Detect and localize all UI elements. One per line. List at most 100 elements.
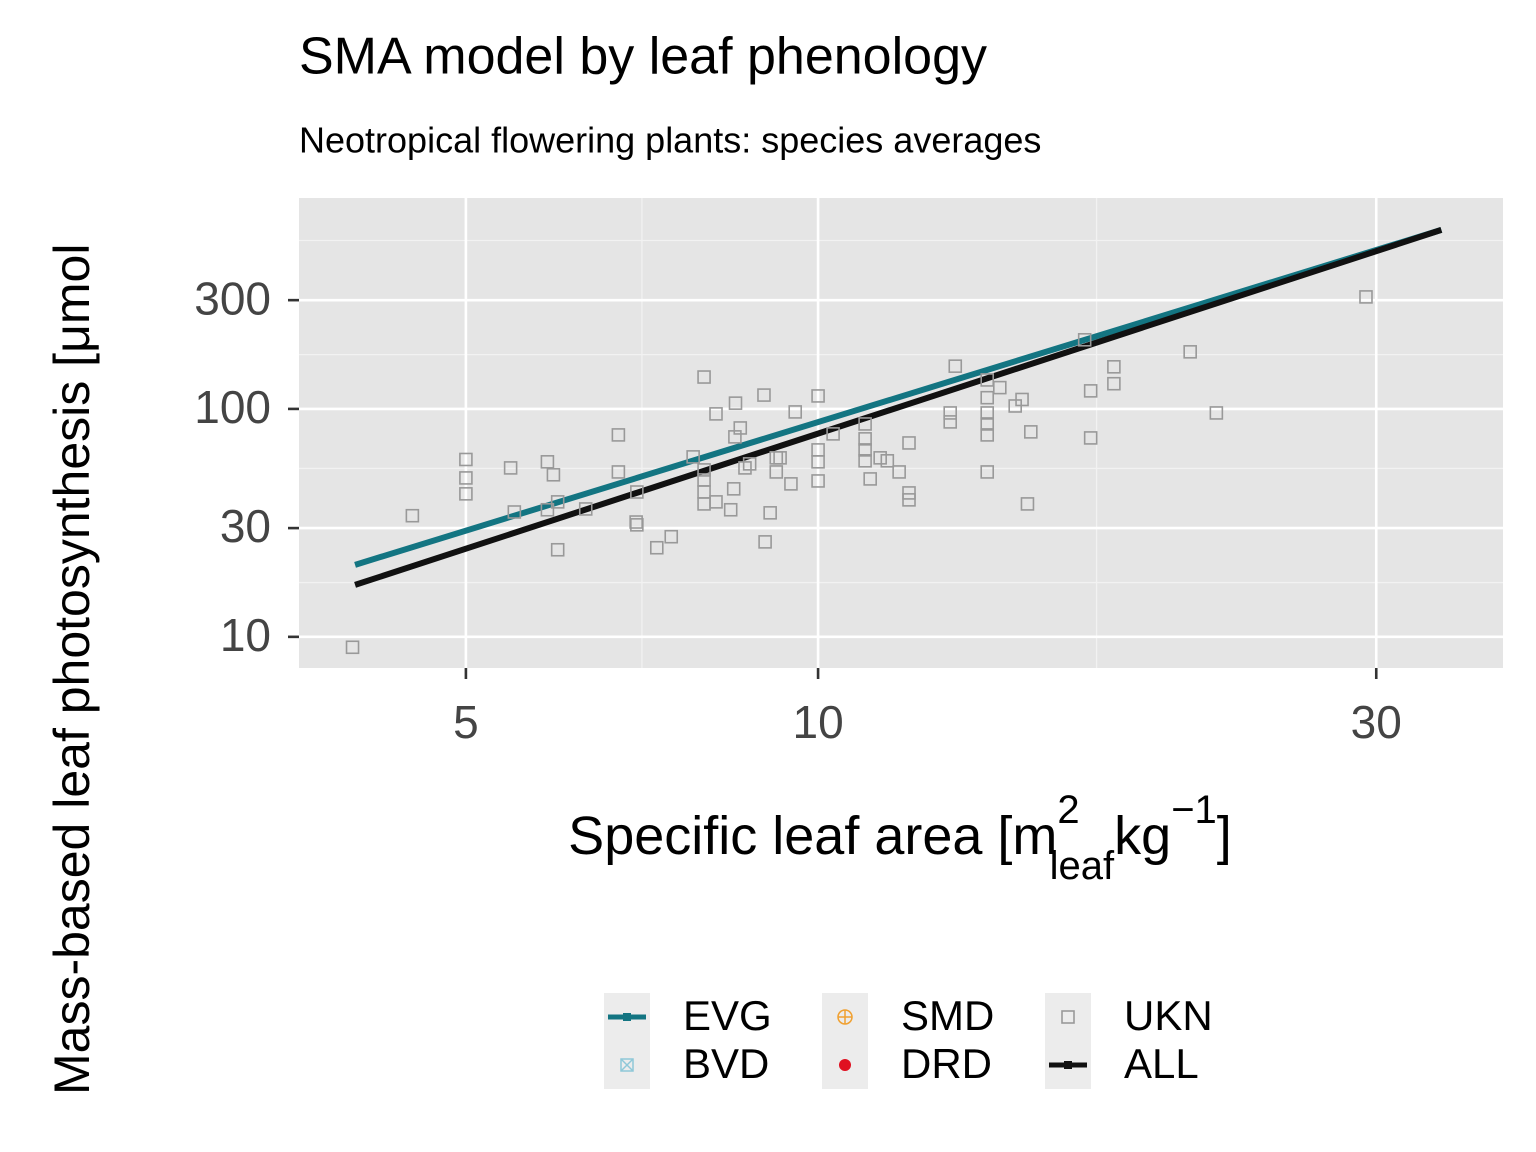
point (784, 477, 798, 491)
point (507, 505, 522, 519)
point (726, 482, 741, 496)
y-tick-label: 10 (220, 609, 271, 661)
x-label-mid: kg (1114, 806, 1171, 866)
point (858, 443, 872, 457)
symbol-part (838, 1010, 852, 1024)
symbol-part (620, 1058, 634, 1072)
legend-line-marker (1064, 1061, 1072, 1069)
point (980, 406, 995, 420)
point (1024, 425, 1038, 439)
point (459, 452, 473, 467)
point (980, 465, 995, 479)
point (811, 474, 825, 488)
point (697, 463, 711, 477)
point (858, 432, 872, 446)
point (738, 461, 752, 475)
point (728, 396, 743, 410)
fit-line (354, 227, 1443, 588)
y-tick-label: 300 (194, 272, 271, 324)
point (943, 415, 958, 429)
point (758, 535, 772, 549)
point (630, 485, 644, 499)
point (1077, 333, 1092, 347)
point (1015, 392, 1029, 407)
x-tick-label: 5 (453, 696, 479, 748)
x-tick-label: 10 (792, 696, 843, 748)
point (763, 506, 777, 520)
point (1107, 360, 1121, 374)
point (892, 465, 906, 479)
legend-label: SMD (901, 992, 994, 1039)
point (697, 370, 711, 384)
point (1183, 345, 1197, 359)
point (811, 389, 825, 403)
point (709, 407, 723, 421)
point (980, 417, 995, 431)
legend-label: UKN (1124, 992, 1213, 1039)
point (902, 486, 916, 500)
legend-label: DRD (901, 1040, 992, 1087)
x-label-sup2: −1 (1171, 788, 1217, 832)
point (757, 388, 771, 402)
point (980, 428, 995, 442)
point (503, 461, 518, 475)
point (980, 390, 995, 405)
x-label-sub: leaf (1050, 844, 1115, 888)
point (1359, 290, 1373, 304)
point (837, 1009, 853, 1025)
point (839, 1059, 851, 1071)
x-label-sup: 2 (1057, 788, 1079, 832)
point (1061, 1010, 1075, 1024)
legend-key (1045, 993, 1091, 1041)
point (1083, 431, 1098, 445)
point (664, 529, 679, 544)
point (611, 428, 626, 442)
point (1020, 497, 1035, 511)
point (345, 640, 360, 655)
point (943, 406, 958, 420)
point (980, 373, 995, 387)
point (742, 457, 757, 471)
point (863, 472, 877, 486)
point (811, 455, 825, 469)
legend-label: ALL (1124, 1040, 1199, 1087)
point (1107, 376, 1121, 391)
point (649, 540, 664, 555)
point (858, 417, 872, 431)
point (550, 542, 565, 557)
point (540, 502, 555, 517)
point (773, 451, 787, 465)
point (826, 427, 840, 441)
point (858, 454, 872, 468)
point (788, 405, 803, 419)
legend-label: EVG (683, 992, 772, 1039)
point (948, 359, 963, 373)
x-label-text: Specific leaf area [m (568, 806, 1057, 866)
point (620, 1058, 634, 1072)
point (405, 508, 420, 523)
legend-line-marker (623, 1013, 631, 1021)
chart-subtitle: Neotropical flowering plants: species av… (299, 120, 1041, 161)
y-tick-label: 30 (220, 500, 271, 552)
point (459, 487, 473, 501)
x-label-end: ] (1217, 806, 1232, 866)
point (550, 495, 565, 509)
point (611, 465, 626, 479)
point (723, 502, 738, 517)
point (630, 518, 644, 532)
fit-line (354, 227, 1443, 568)
point (709, 495, 723, 509)
point (902, 493, 916, 507)
point (686, 450, 700, 464)
symbol-part (620, 1058, 634, 1072)
point (873, 451, 887, 465)
point (459, 471, 473, 485)
x-tick-label: 30 (1351, 696, 1402, 748)
x-axis-label: Specific leaf area [m2 leafkg−1] (568, 788, 1232, 888)
point (1083, 384, 1098, 398)
point (902, 436, 916, 450)
point (546, 467, 561, 482)
point (993, 380, 1007, 395)
chart-title: SMA model by leaf phenology (299, 28, 987, 86)
